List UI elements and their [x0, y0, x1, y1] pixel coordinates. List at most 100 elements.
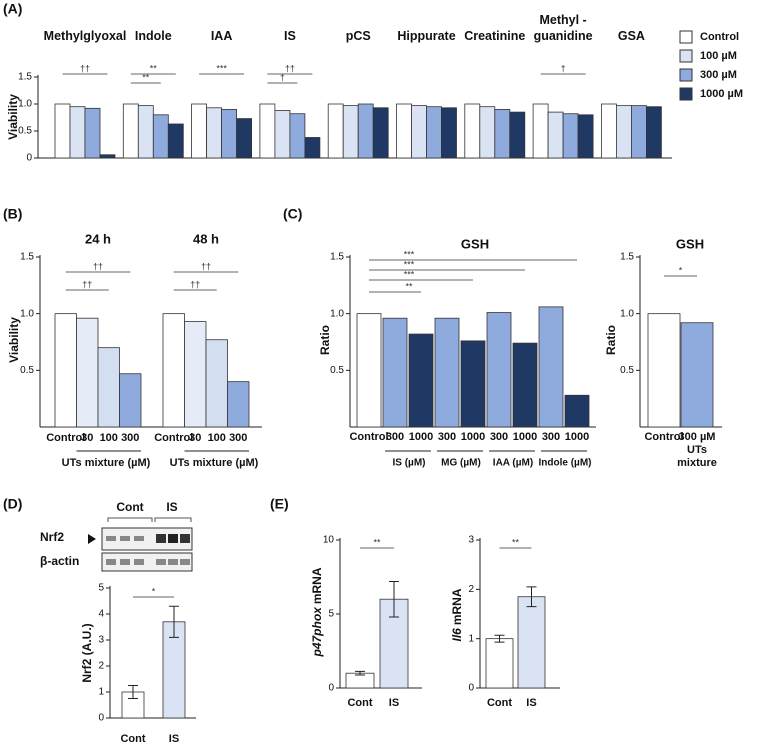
y-tick-label: 0.5 [18, 126, 32, 137]
error-bar [494, 634, 505, 643]
blot-lane-label: Cont [116, 500, 143, 514]
bar [184, 321, 207, 428]
western-blot: Cont IS Nrf2 β-actin [40, 500, 193, 572]
group-label: IS (µM) [393, 458, 426, 469]
y-tick-label: 0.5 [330, 365, 344, 376]
y-tick-label: 1.0 [20, 308, 34, 319]
bar [97, 347, 120, 428]
category-label: Methyl -guanidine [523, 10, 603, 44]
panel-label: (B) [3, 206, 22, 222]
significance-label: †† [93, 261, 103, 271]
x-tick-label-text: Cont [486, 697, 513, 709]
y-tick-label: 0 [468, 683, 474, 694]
bar [206, 107, 223, 159]
bar [69, 106, 86, 159]
panel-label: (C) [283, 206, 302, 222]
bar [460, 340, 486, 428]
x-tick-label: Cont [113, 733, 153, 746]
bar [396, 103, 412, 159]
group-title: 48 h [193, 231, 219, 246]
category-label: IS [250, 10, 330, 44]
x-tick-label-text: 1000 [460, 431, 486, 443]
panel-label: (A) [3, 1, 22, 17]
bar [577, 114, 594, 159]
y-tick-label: 0.5 [20, 365, 34, 376]
x-tick-label: Control [636, 431, 692, 444]
bar [517, 596, 546, 689]
arrow [88, 534, 96, 544]
significance-label: * [152, 586, 156, 596]
x-axis-label: UTs mixture (µM) [170, 457, 259, 469]
bar [259, 103, 276, 159]
x-tick-label-text: 300 µM UTs mixture [677, 431, 717, 469]
significance-label: ** [150, 63, 158, 73]
bar [372, 107, 389, 159]
bar [494, 109, 511, 159]
y-tick-label: 0 [98, 713, 104, 724]
significance-label: ** [512, 537, 520, 547]
x-tick-label: 300 µM UTs mixture [669, 431, 725, 470]
bar [441, 107, 457, 159]
category-label: Creatinine [455, 10, 535, 44]
y-tick-label: 1.5 [330, 252, 344, 263]
y-tick-label: 2 [468, 584, 474, 595]
significance-label: *** [404, 259, 415, 269]
category-label-text: IAA [210, 29, 233, 43]
bar [426, 106, 442, 159]
y-tick-label: 0 [328, 683, 334, 694]
bar [562, 113, 579, 159]
legend-label: Control [700, 31, 739, 43]
category-label-text: Indole [134, 29, 172, 43]
category-label: IAA [182, 10, 262, 44]
legend-swatch [679, 87, 693, 101]
y-axis-label: p47phox mRNA [310, 567, 324, 657]
panel-label: (E) [270, 496, 289, 512]
y-tick-label: 1.0 [18, 99, 32, 110]
x-tick-label: 30 [189, 432, 201, 444]
group-label: MG (µM) [441, 458, 481, 469]
bar [227, 381, 250, 428]
bar [479, 106, 496, 159]
category-label-text: Creatinine [464, 29, 526, 43]
y-tick-label: 0.5 [620, 365, 634, 376]
bar [304, 137, 321, 159]
y-axis-label: Viability [6, 94, 20, 140]
bar [509, 111, 526, 159]
bar [382, 317, 408, 428]
x-tick-label: 1000 [401, 431, 441, 444]
error-bar [169, 605, 179, 638]
y-tick-label: 2 [98, 661, 104, 672]
x-tick-label: 100 [100, 432, 118, 444]
category-label: GSA [591, 10, 671, 44]
group-title: 24 h [85, 231, 111, 246]
y-axis-label: Ratio [604, 325, 618, 355]
legend-label: 1000 µM [700, 88, 743, 100]
significance-label: * [679, 265, 683, 275]
x-tick-label: 300 [229, 432, 247, 444]
x-tick-label-text: 1000 [564, 431, 590, 443]
x-tick-label-text: 1000 [512, 431, 538, 443]
significance-label: † [280, 72, 285, 82]
bar [680, 322, 714, 428]
y-tick-label: 1.5 [20, 252, 34, 263]
y-tick-label: 5 [328, 609, 334, 620]
bar [152, 114, 169, 159]
bar [99, 154, 116, 159]
x-tick-label: Control [154, 432, 193, 444]
category-label-text: IS [283, 29, 296, 43]
error-bar [355, 670, 365, 676]
bar [512, 342, 538, 428]
bar [274, 110, 291, 159]
significance-label: *** [404, 249, 415, 259]
x-tick-label: 300 [427, 431, 467, 444]
y-tick-label: 1.0 [330, 308, 344, 319]
significance-label: †† [82, 279, 92, 289]
bar [356, 313, 382, 428]
lane-bracket [107, 517, 192, 522]
category-label: Hippurate [387, 10, 467, 44]
x-tick-label-text: 300 [437, 431, 457, 443]
blot-bands [106, 534, 190, 565]
x-tick-label: 1000 [453, 431, 493, 444]
